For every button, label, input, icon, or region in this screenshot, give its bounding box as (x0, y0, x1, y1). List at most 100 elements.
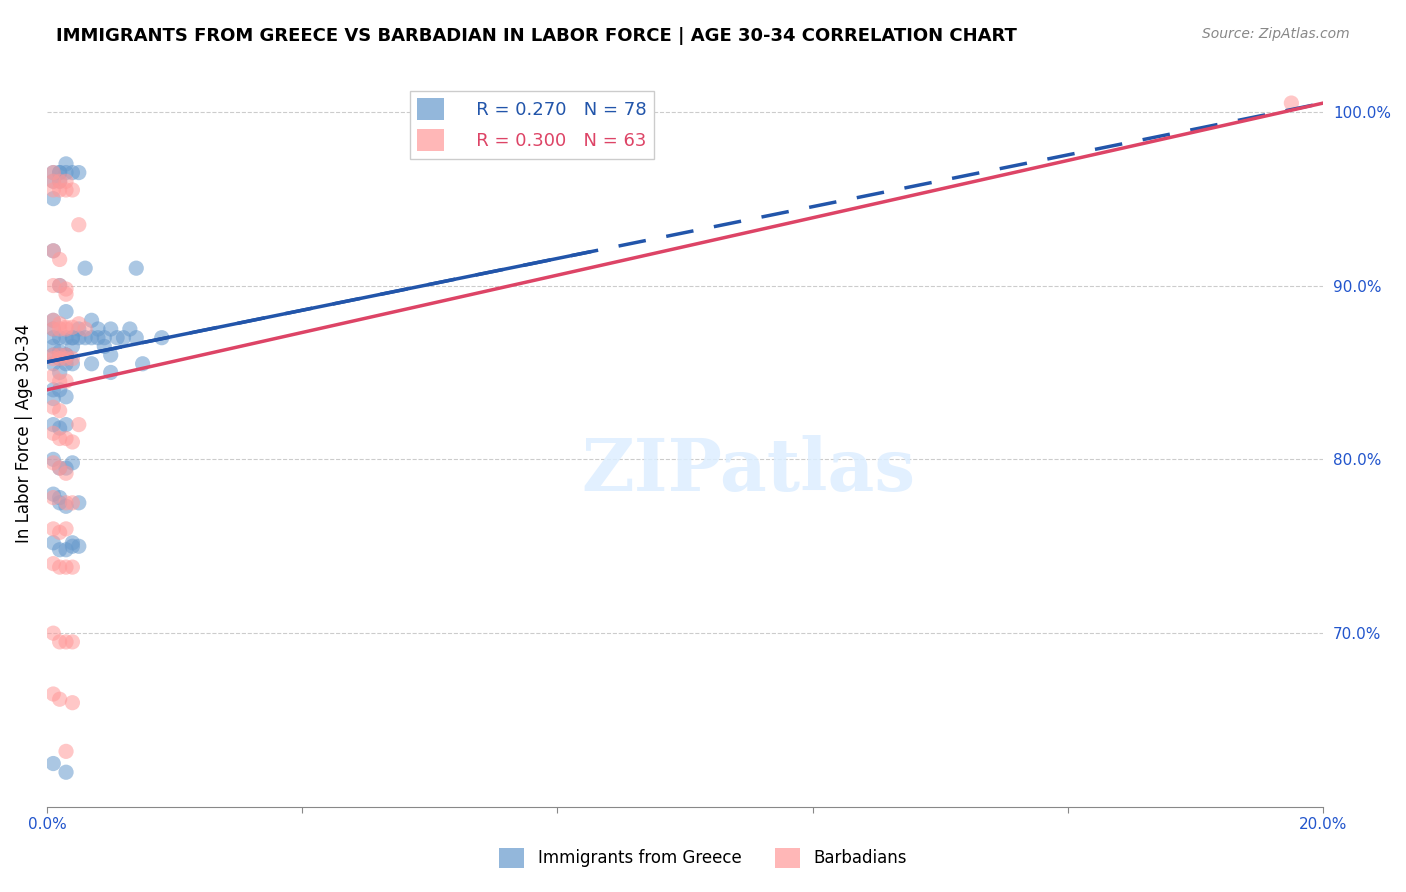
Immigrants from Greece (42, 756, 65, 771)
Barbadians (48, 461, 70, 475)
Immigrants from Greece (55, 461, 77, 475)
Immigrants from Greece (48, 496, 70, 510)
Barbadians (48, 635, 70, 649)
Text: IMMIGRANTS FROM GREECE VS BARBADIAN IN LABOR FORCE | AGE 30-34 CORRELATION CHART: IMMIGRANTS FROM GREECE VS BARBADIAN IN L… (56, 27, 1017, 45)
Immigrants from Greece (55, 542, 77, 557)
Barbadians (55, 522, 77, 536)
Immigrants from Greece (42, 536, 65, 550)
Immigrants from Greece (87, 322, 110, 336)
Immigrants from Greece (55, 351, 77, 366)
Immigrants from Greece (48, 421, 70, 435)
Barbadians (62, 351, 84, 366)
Immigrants from Greece (42, 165, 65, 179)
Barbadians (55, 635, 77, 649)
Immigrants from Greece (67, 322, 90, 336)
Immigrants from Greece (48, 165, 70, 179)
Barbadians (48, 348, 70, 362)
Barbadians (55, 744, 77, 758)
Immigrants from Greece (48, 383, 70, 397)
Immigrants from Greece (62, 331, 84, 345)
Immigrants from Greece (87, 331, 110, 345)
Immigrants from Greece (93, 339, 115, 353)
Immigrants from Greece (42, 383, 65, 397)
Barbadians (42, 351, 65, 366)
Immigrants from Greece (42, 487, 65, 501)
Barbadians (1279, 96, 1302, 111)
Barbadians (48, 174, 70, 188)
Barbadians (62, 635, 84, 649)
Barbadians (55, 282, 77, 296)
Barbadians (42, 491, 65, 505)
Text: ZIPatlas: ZIPatlas (582, 435, 915, 506)
Immigrants from Greece (100, 322, 122, 336)
Immigrants from Greece (55, 304, 77, 318)
Barbadians (42, 244, 65, 258)
Y-axis label: In Labor Force | Age 30-34: In Labor Force | Age 30-34 (15, 324, 32, 543)
Immigrants from Greece (100, 366, 122, 380)
Immigrants from Greece (42, 192, 65, 206)
Barbadians (42, 313, 65, 327)
Barbadians (55, 496, 77, 510)
Immigrants from Greece (67, 331, 90, 345)
Immigrants from Greece (48, 174, 70, 188)
Immigrants from Greece (55, 165, 77, 179)
Barbadians (48, 317, 70, 331)
Immigrants from Greece (62, 536, 84, 550)
Barbadians (55, 174, 77, 188)
Immigrants from Greece (75, 331, 97, 345)
Immigrants from Greece (55, 331, 77, 345)
Immigrants from Greece (67, 165, 90, 179)
Barbadians (62, 496, 84, 510)
Barbadians (42, 456, 65, 470)
Immigrants from Greece (93, 331, 115, 345)
Immigrants from Greece (55, 500, 77, 514)
Barbadians (48, 560, 70, 574)
Barbadians (42, 278, 65, 293)
Immigrants from Greece (55, 390, 77, 404)
Barbadians (48, 278, 70, 293)
Immigrants from Greece (42, 392, 65, 406)
Barbadians (48, 403, 70, 417)
Immigrants from Greece (80, 313, 103, 327)
Barbadians (42, 322, 65, 336)
Immigrants from Greece (48, 491, 70, 505)
Immigrants from Greece (131, 357, 153, 371)
Barbadians (55, 322, 77, 336)
Immigrants from Greece (48, 348, 70, 362)
Immigrants from Greece (42, 339, 65, 353)
Immigrants from Greece (48, 165, 70, 179)
Immigrants from Greece (150, 331, 173, 345)
Immigrants from Greece (55, 417, 77, 432)
Barbadians (42, 348, 65, 362)
Immigrants from Greece (62, 456, 84, 470)
Immigrants from Greece (67, 539, 90, 553)
Barbadians (67, 218, 90, 232)
Immigrants from Greece (62, 539, 84, 553)
Immigrants from Greece (125, 261, 148, 276)
Barbadians (42, 687, 65, 701)
Immigrants from Greece (48, 366, 70, 380)
Barbadians (42, 626, 65, 640)
Immigrants from Greece (48, 331, 70, 345)
Barbadians (48, 252, 70, 267)
Barbadians (48, 432, 70, 446)
Immigrants from Greece (55, 765, 77, 780)
Barbadians (75, 322, 97, 336)
Barbadians (55, 320, 77, 334)
Barbadians (42, 426, 65, 441)
Barbadians (42, 183, 65, 197)
Text: Source: ZipAtlas.com: Source: ZipAtlas.com (1202, 27, 1350, 41)
Legend:    R = 0.270   N = 78,    R = 0.300   N = 63: R = 0.270 N = 78, R = 0.300 N = 63 (411, 91, 654, 159)
Immigrants from Greece (48, 351, 70, 366)
Barbadians (55, 348, 77, 362)
Immigrants from Greece (42, 174, 65, 188)
Barbadians (55, 467, 77, 481)
Barbadians (55, 374, 77, 388)
Barbadians (48, 692, 70, 706)
Barbadians (48, 183, 70, 197)
Immigrants from Greece (42, 357, 65, 371)
Immigrants from Greece (42, 313, 65, 327)
Immigrants from Greece (55, 357, 77, 371)
Immigrants from Greece (80, 331, 103, 345)
Immigrants from Greece (42, 322, 65, 336)
